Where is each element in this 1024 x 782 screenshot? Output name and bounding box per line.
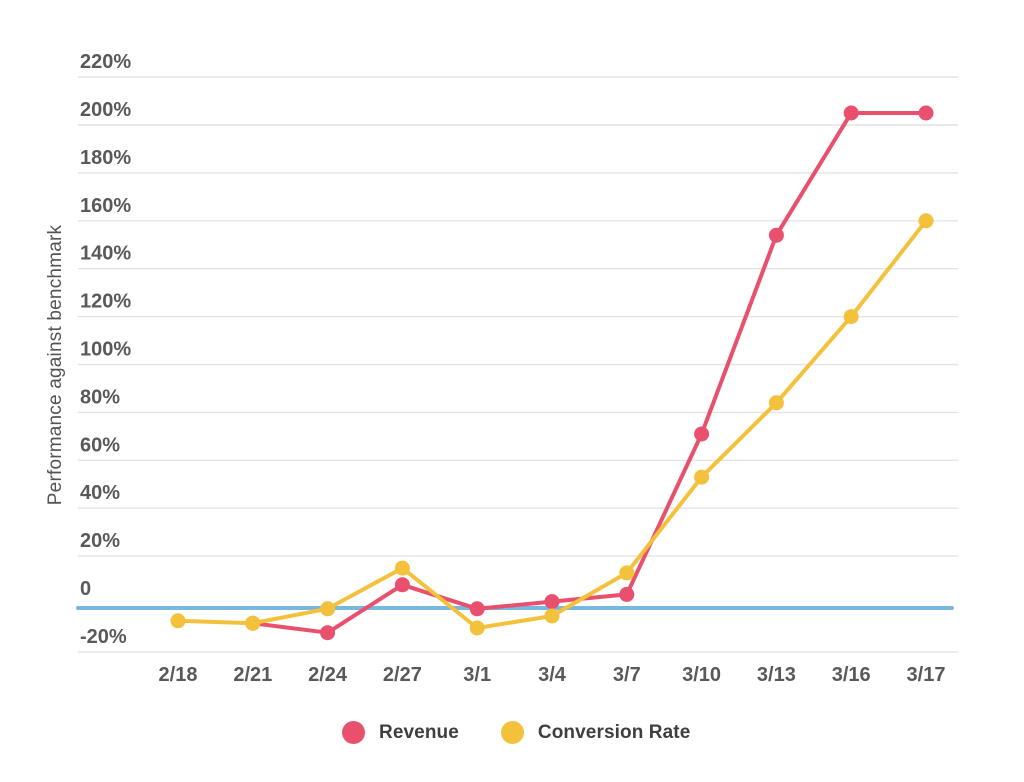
y-tick-label: 100% bbox=[80, 339, 131, 361]
y-tick-labels: 220% 200% 180% 160% 140% 120% 100% 80% 60% 40% 20%… bbox=[80, 51, 131, 648]
data-point bbox=[469, 620, 485, 636]
data-point bbox=[694, 426, 710, 442]
data-point bbox=[320, 625, 336, 641]
data-point bbox=[170, 613, 186, 629]
data-point bbox=[843, 309, 859, 325]
y-tick-label: 180% bbox=[80, 147, 131, 169]
y-tick-label: 40% bbox=[80, 482, 120, 504]
legend-item-revenue[interactable]: Revenue bbox=[342, 721, 459, 744]
series-conversion-rate bbox=[170, 213, 934, 636]
data-point bbox=[619, 565, 635, 581]
y-tick-label: 160% bbox=[80, 195, 131, 217]
y-tick-label: 80% bbox=[80, 386, 120, 408]
x-tick-label: 3/7 bbox=[613, 664, 641, 686]
y-tick-label: 0 bbox=[80, 578, 91, 600]
data-point bbox=[544, 594, 560, 610]
y-tick-label: 220% bbox=[80, 51, 131, 73]
x-tick-label: 3/16 bbox=[832, 664, 871, 686]
y-tick-label: -20% bbox=[80, 626, 127, 648]
x-tick-label: 2/21 bbox=[233, 664, 272, 686]
revenue-legend-dot-icon bbox=[342, 721, 365, 744]
y-tick-label: 60% bbox=[80, 434, 120, 456]
data-point bbox=[245, 615, 261, 631]
x-tick-label: 3/17 bbox=[907, 664, 946, 686]
conversion-rate-legend-label: Conversion Rate bbox=[537, 721, 691, 743]
series-line bbox=[250, 111, 928, 635]
conversion-rate-legend-dot-icon bbox=[500, 721, 524, 744]
x-tick-label: 2/24 bbox=[308, 664, 348, 686]
line-chart: 220% 200% 180% 160% 140% 120% 100% 80% 60% 40% 20%… bbox=[76, 51, 958, 686]
data-point bbox=[320, 601, 336, 617]
data-point bbox=[619, 586, 635, 602]
data-point bbox=[843, 105, 859, 121]
y-tick-label: 200% bbox=[80, 99, 131, 121]
data-point bbox=[918, 213, 934, 229]
legend-item-conversion-rate[interactable]: Conversion Rate bbox=[500, 721, 691, 744]
revenue-legend-label: Revenue bbox=[379, 721, 459, 743]
y-tick-label: 20% bbox=[80, 530, 120, 552]
x-tick-label: 3/13 bbox=[757, 664, 796, 686]
x-tick-label: 2/18 bbox=[159, 664, 198, 686]
x-tick-label: 2/27 bbox=[383, 664, 422, 686]
x-tick-label: 3/4 bbox=[538, 664, 567, 686]
data-point bbox=[694, 469, 710, 485]
chart-legend: Revenue Conversion Rate bbox=[342, 721, 690, 744]
x-tick-label: 3/1 bbox=[463, 664, 491, 686]
x-tick-labels: 2/18 2/21 2/24 2/27 3/1 3/4 3/7 3/10 3/13 3/16 3/1… bbox=[159, 664, 946, 686]
data-point bbox=[394, 577, 410, 593]
data-point bbox=[768, 227, 784, 243]
y-tick-label: 120% bbox=[80, 291, 131, 313]
gridlines bbox=[78, 76, 958, 653]
series-line bbox=[176, 218, 928, 630]
data-point bbox=[469, 601, 485, 617]
data-point bbox=[918, 105, 934, 121]
data-point bbox=[544, 608, 560, 624]
data-point bbox=[768, 395, 784, 411]
y-axis-title: Performance against benchmark bbox=[45, 224, 66, 506]
series-revenue bbox=[245, 105, 934, 641]
y-tick-label: 140% bbox=[80, 243, 131, 265]
x-tick-label: 3/10 bbox=[682, 664, 721, 686]
data-point bbox=[394, 560, 410, 576]
